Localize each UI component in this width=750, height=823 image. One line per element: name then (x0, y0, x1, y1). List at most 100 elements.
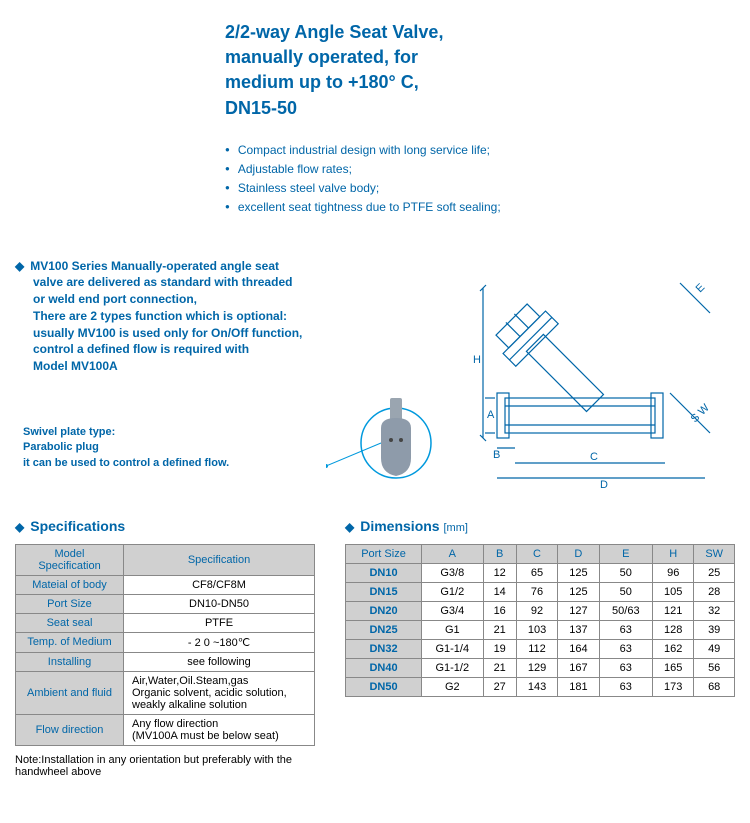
feature-list: Compact industrial design with long serv… (225, 141, 735, 218)
swivel-line: it can be used to control a defined flow… (23, 457, 229, 469)
page-title: 2/2-way Angle Seat Valve, manually opera… (225, 20, 735, 121)
dim-port: DN25 (346, 620, 422, 639)
feature-item: Adjustable flow rates; (225, 160, 735, 179)
dim-cell: G1/2 (422, 582, 484, 601)
dim-port: DN50 (346, 677, 422, 696)
svg-text:C: C (590, 451, 598, 463)
swivel-label: Swivel plate type: Parabolic plug it can… (23, 425, 308, 471)
title-line: 2/2-way Angle Seat Valve, (225, 22, 443, 42)
swivel-line: Parabolic plug (23, 441, 99, 453)
dim-cell: 143 (516, 677, 557, 696)
dim-cell: 137 (558, 620, 599, 639)
spec-title: Specifications (30, 518, 125, 534)
dim-cell: 21 (483, 658, 516, 677)
dim-cell: G3/4 (422, 601, 484, 620)
diamond-icon: ◆ (15, 520, 24, 534)
spec-label: Flow direction (16, 714, 124, 745)
spec-label: Seat seal (16, 613, 124, 632)
dim-cell: G3/8 (422, 563, 484, 582)
desc-line: valve are delivered as standard with thr… (33, 275, 292, 289)
description-block: ◆ MV100 Series Manually-operated angle se… (15, 258, 308, 488)
swivel-line: Swivel plate type: (23, 426, 115, 438)
diamond-icon: ◆ (15, 258, 24, 275)
dim-port: DN15 (346, 582, 422, 601)
dim-col-header: B (483, 544, 516, 563)
dim-cell: 39 (694, 620, 735, 639)
dim-cell: 27 (483, 677, 516, 696)
dim-title: Dimensions (360, 518, 439, 534)
dim-cell: G1-1/4 (422, 639, 484, 658)
dim-port: DN20 (346, 601, 422, 620)
spec-table: Model Specification Specification Mateia… (15, 544, 315, 746)
dim-cell: 103 (516, 620, 557, 639)
dim-cell: 14 (483, 582, 516, 601)
svg-text:D: D (600, 479, 608, 488)
dim-cell: 63 (599, 658, 652, 677)
dim-port: DN10 (346, 563, 422, 582)
feature-item: excellent seat tightness due to PTFE sof… (225, 198, 735, 217)
feature-item: Stainless steel valve body; (225, 179, 735, 198)
dim-cell: G1-1/2 (422, 658, 484, 677)
dim-cell: 125 (558, 582, 599, 601)
mid-section: ◆ MV100 Series Manually-operated angle se… (15, 258, 735, 488)
dim-cell: 164 (558, 639, 599, 658)
dim-cell: 129 (516, 658, 557, 677)
desc-line: usually MV100 is used only for On/Off fu… (33, 326, 302, 340)
dim-col-header: Port Size (346, 544, 422, 563)
dim-cell: 96 (653, 563, 694, 582)
dim-col-header: E (599, 544, 652, 563)
title-line: DN15-50 (225, 98, 297, 118)
desc-line: or weld end port connection, (33, 292, 197, 306)
dim-cell: 128 (653, 620, 694, 639)
diamond-icon: ◆ (345, 520, 354, 534)
dim-cell: 16 (483, 601, 516, 620)
dim-cell: 50 (599, 563, 652, 582)
desc-line: control a defined flow is required with (33, 342, 249, 356)
dim-port: DN40 (346, 658, 422, 677)
svg-text:A: A (487, 409, 495, 421)
install-note: Note:Installation in any orientation but… (15, 754, 315, 778)
dim-col-header: H (653, 544, 694, 563)
spec-header: ◆ Specifications (15, 518, 315, 534)
dim-cell: 68 (694, 677, 735, 696)
dim-cell: 165 (653, 658, 694, 677)
spec-label: Mateial of body (16, 575, 124, 594)
spec-value: PTFE (124, 613, 315, 632)
spec-value: see following (124, 652, 315, 671)
spec-label: Ambient and fluid (16, 671, 124, 714)
spec-column: ◆ Specifications Model Specification Spec… (15, 518, 315, 778)
spec-col-header: Model Specification (16, 544, 124, 575)
spec-label: Port Size (16, 594, 124, 613)
dim-cell: 125 (558, 563, 599, 582)
desc-line: There are 2 types function which is opti… (33, 309, 287, 323)
dim-cell: 63 (599, 620, 652, 639)
dim-cell: G2 (422, 677, 484, 696)
dim-column: ◆Dimensions [mm] Port SizeABCDEHSW DN10G… (345, 518, 735, 778)
dim-col-header: A (422, 544, 484, 563)
dim-cell: 21 (483, 620, 516, 639)
spec-value: Any flow direction(MV100A must be below … (124, 714, 315, 745)
spec-label: Temp. of Medium (16, 632, 124, 652)
dim-cell: 162 (653, 639, 694, 658)
dim-cell: 49 (694, 639, 735, 658)
svg-text:H: H (473, 354, 481, 366)
title-line: manually operated, for (225, 47, 418, 67)
dim-cell: 112 (516, 639, 557, 658)
dim-cell: 92 (516, 601, 557, 620)
feature-item: Compact industrial design with long serv… (225, 141, 735, 160)
dim-col-header: SW (694, 544, 735, 563)
dim-col-header: C (516, 544, 557, 563)
spec-col-header: Specification (124, 544, 315, 575)
svg-text:B: B (493, 449, 500, 461)
desc-line: MV100 Series Manually-operated angle sea… (30, 259, 279, 273)
dim-cell: G1 (422, 620, 484, 639)
spec-value: Air,Water,Oil.Steam,gasOrganic solvent, … (124, 671, 315, 714)
dim-unit: [mm] (443, 522, 467, 534)
dim-cell: 63 (599, 639, 652, 658)
dim-port: DN32 (346, 639, 422, 658)
dim-cell: 25 (694, 563, 735, 582)
dim-cell: 76 (516, 582, 557, 601)
dimension-diagram: H A B C D E S W (455, 258, 735, 488)
dim-cell: 63 (599, 677, 652, 696)
dim-cell: 50/63 (599, 601, 652, 620)
